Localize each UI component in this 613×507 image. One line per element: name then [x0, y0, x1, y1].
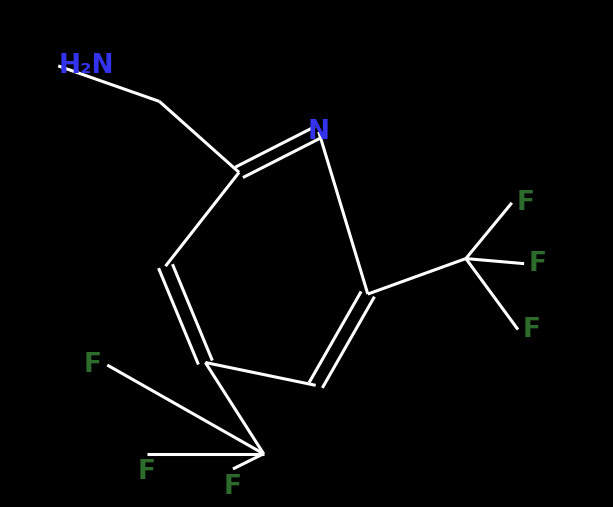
Text: F: F [83, 352, 101, 378]
Text: F: F [224, 474, 242, 500]
Text: F: F [138, 459, 156, 485]
Text: F: F [523, 316, 541, 343]
Text: F: F [517, 190, 535, 216]
Text: F: F [529, 250, 547, 277]
Text: N: N [308, 119, 330, 145]
Text: H₂N: H₂N [58, 53, 114, 79]
